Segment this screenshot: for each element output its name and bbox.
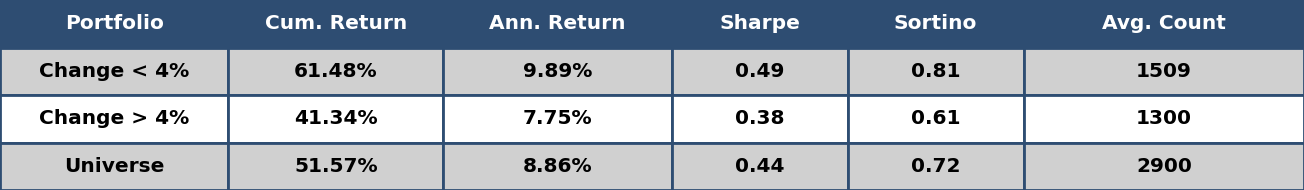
Text: 7.75%: 7.75% — [523, 109, 592, 128]
Bar — [0, 95, 228, 142]
Text: Sharpe: Sharpe — [719, 14, 801, 33]
Text: Universe: Universe — [64, 157, 164, 176]
Bar — [672, 0, 848, 48]
Text: 51.57%: 51.57% — [293, 157, 378, 176]
Bar — [672, 48, 848, 95]
Text: Sortino: Sortino — [895, 14, 977, 33]
Bar — [1024, 95, 1304, 142]
Bar — [1024, 142, 1304, 190]
Bar — [0, 142, 228, 190]
Bar — [0, 48, 228, 95]
Bar — [228, 95, 443, 142]
Text: Change < 4%: Change < 4% — [39, 62, 189, 81]
Bar — [0, 0, 228, 48]
Text: 41.34%: 41.34% — [293, 109, 378, 128]
Text: Change > 4%: Change > 4% — [39, 109, 189, 128]
Bar — [443, 48, 672, 95]
Text: 0.61: 0.61 — [911, 109, 960, 128]
Text: 8.86%: 8.86% — [523, 157, 592, 176]
Bar — [1024, 48, 1304, 95]
Text: Avg. Count: Avg. Count — [1102, 14, 1226, 33]
Bar — [672, 95, 848, 142]
Bar — [848, 95, 1024, 142]
Text: 1300: 1300 — [1136, 109, 1192, 128]
Bar — [443, 142, 672, 190]
Text: 0.44: 0.44 — [735, 157, 784, 176]
Text: Cum. Return: Cum. Return — [265, 14, 407, 33]
Bar — [672, 142, 848, 190]
Text: 0.38: 0.38 — [735, 109, 784, 128]
Text: 61.48%: 61.48% — [293, 62, 378, 81]
Bar — [848, 48, 1024, 95]
Bar — [443, 0, 672, 48]
Bar — [228, 142, 443, 190]
Bar — [228, 48, 443, 95]
Text: 9.89%: 9.89% — [523, 62, 592, 81]
Bar — [848, 142, 1024, 190]
Text: Portfolio: Portfolio — [65, 14, 163, 33]
Bar — [1024, 0, 1304, 48]
Text: 2900: 2900 — [1136, 157, 1192, 176]
Bar — [848, 0, 1024, 48]
Text: Ann. Return: Ann. Return — [489, 14, 626, 33]
Bar — [228, 0, 443, 48]
Text: 0.49: 0.49 — [735, 62, 784, 81]
Text: 0.72: 0.72 — [911, 157, 960, 176]
Text: 0.81: 0.81 — [911, 62, 960, 81]
Bar — [443, 95, 672, 142]
Text: 1509: 1509 — [1136, 62, 1192, 81]
